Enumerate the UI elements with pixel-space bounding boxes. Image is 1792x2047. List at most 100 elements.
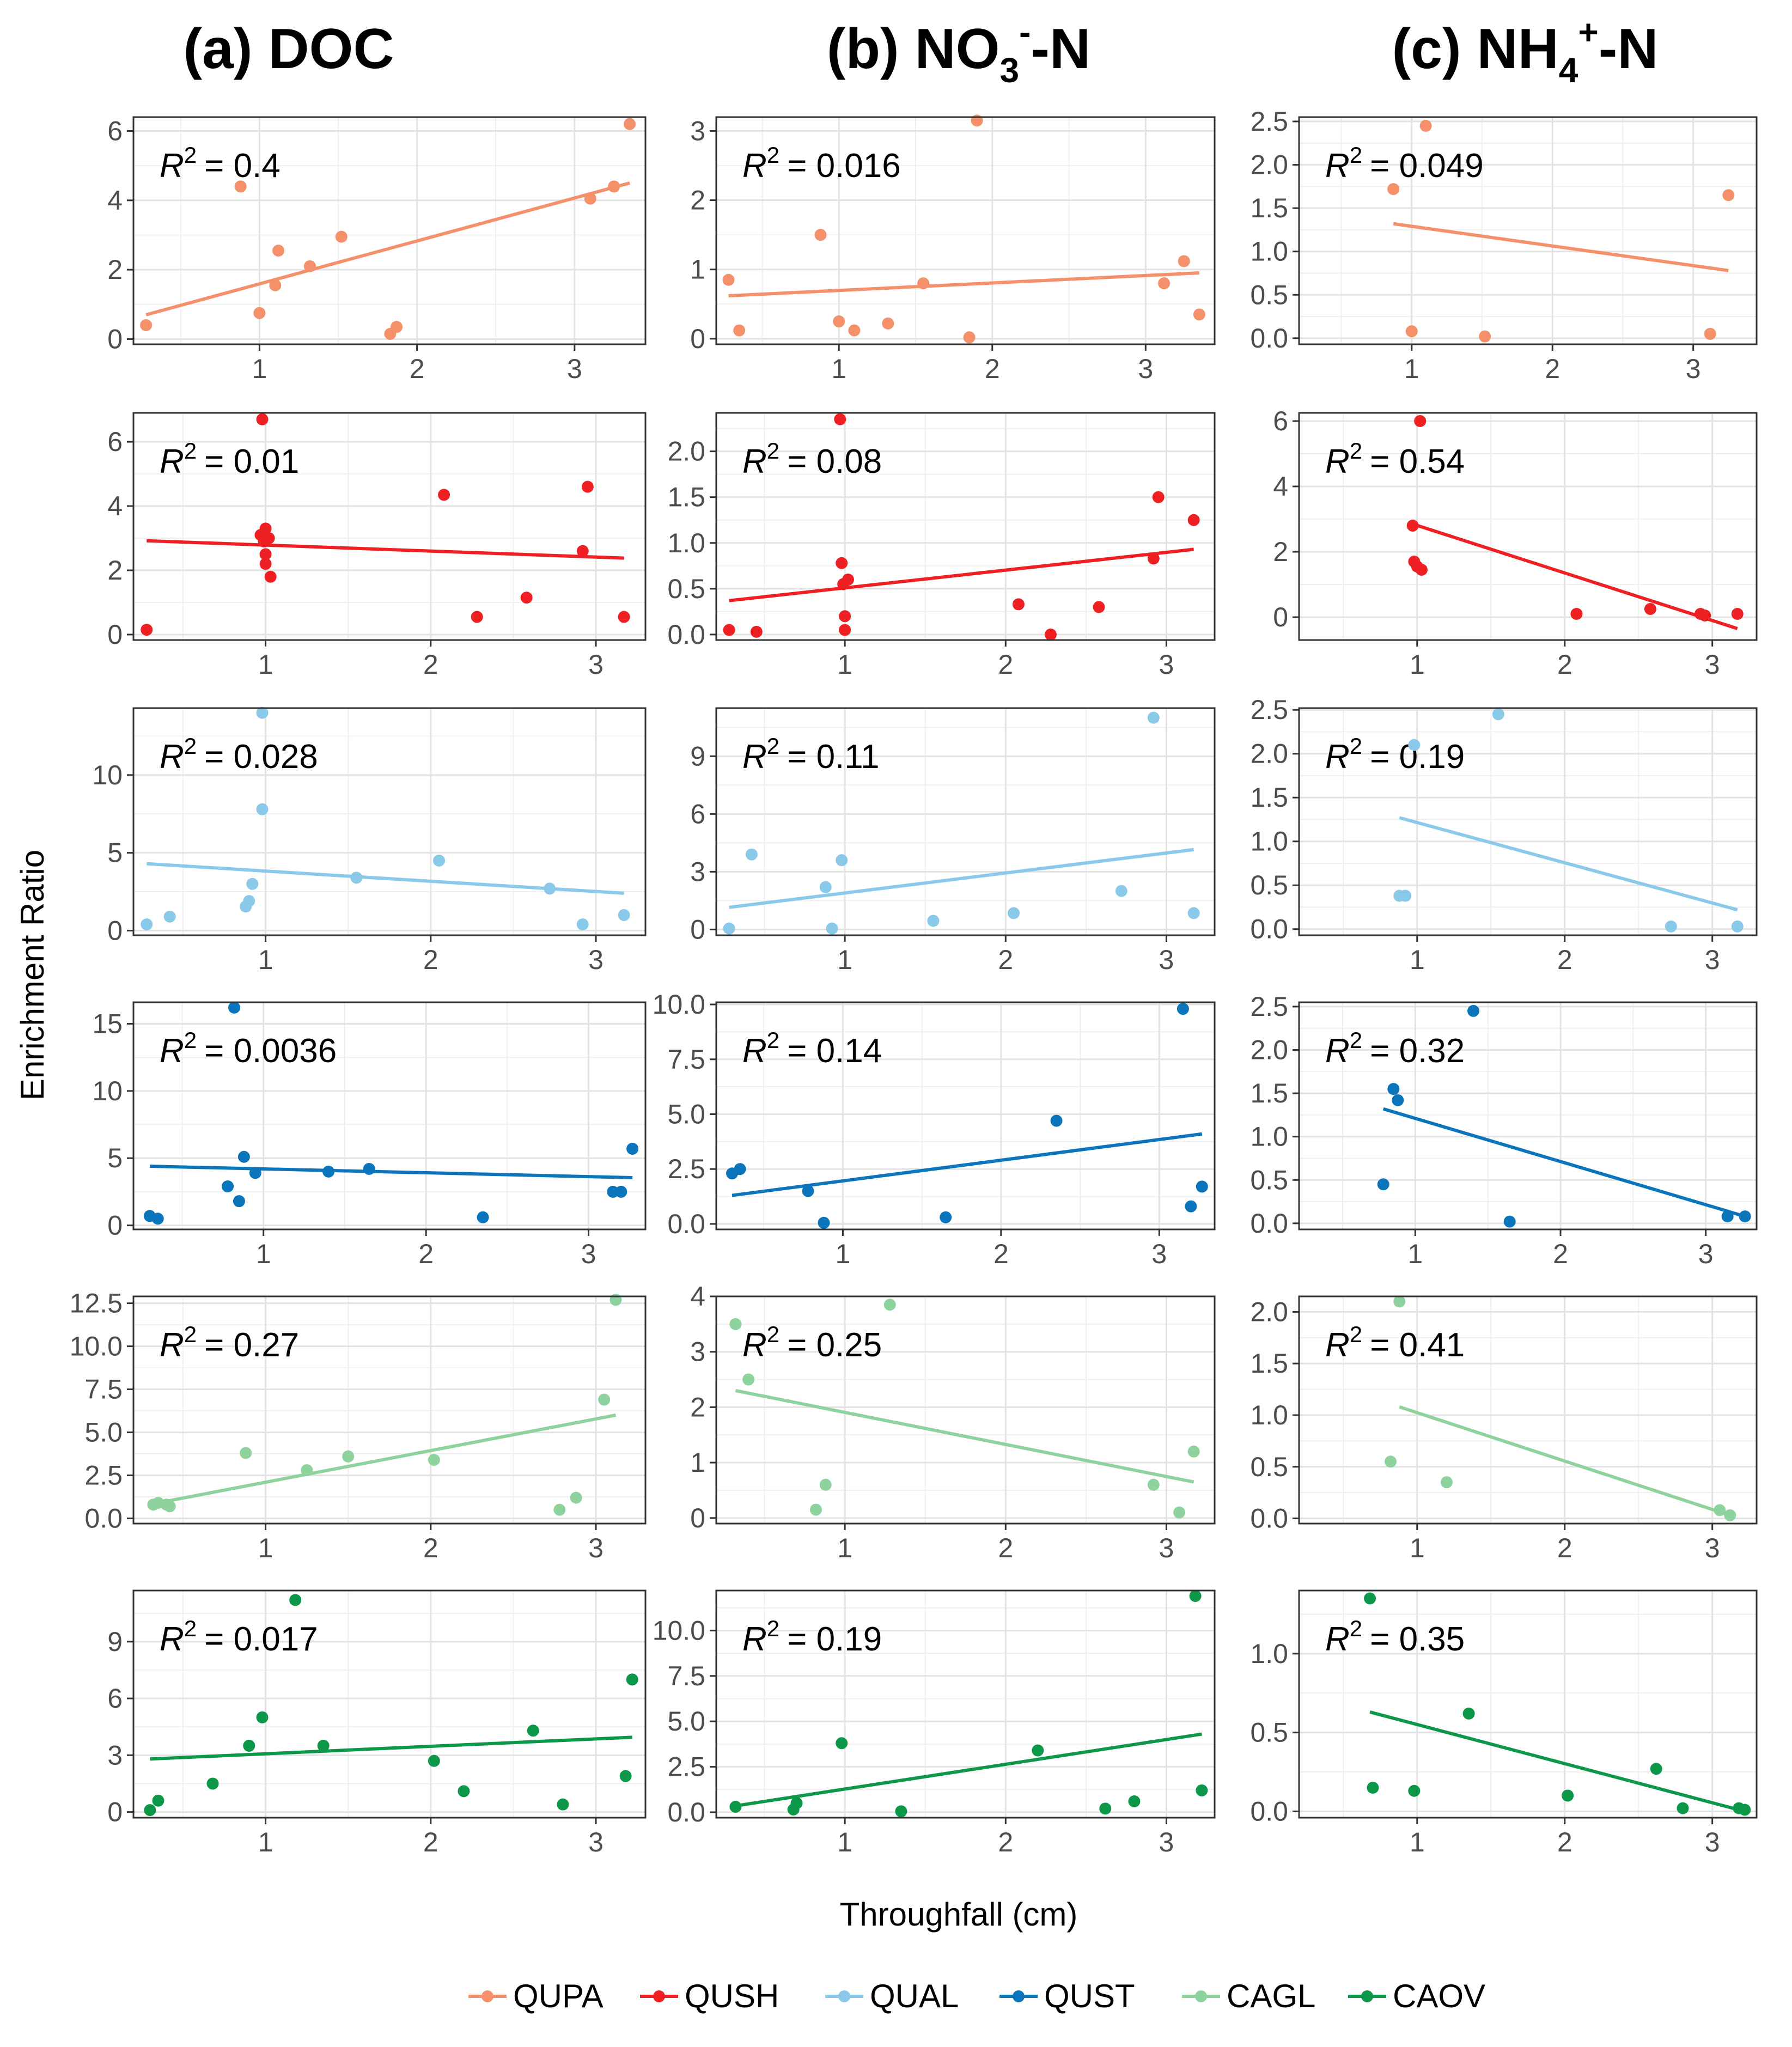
legend-item-qual: QUAL <box>825 1978 959 2014</box>
data-point <box>1405 325 1418 338</box>
data-point <box>544 882 556 895</box>
x-tick-label: 3 <box>567 354 582 384</box>
data-point <box>1008 907 1020 919</box>
y-tick-label: 6 <box>690 799 705 829</box>
panel-background <box>1299 413 1757 640</box>
y-tick-label: 2.0 <box>1250 739 1288 769</box>
y-tick-label: 5.0 <box>667 1706 705 1737</box>
x-tick-label: 1 <box>837 649 852 680</box>
regression-line <box>1412 522 1738 630</box>
data-point <box>836 854 848 867</box>
r-squared-label: R2 = 0.01 <box>160 438 299 480</box>
x-tick-label: 3 <box>1151 1239 1167 1269</box>
y-tick-label: 1.5 <box>1250 193 1288 223</box>
panel-caov-no3-n: 1 2 3 0.0 2.5 5.0 7.5 10.0 R2 = 0.19 <box>653 1589 1216 1857</box>
data-point <box>428 1454 440 1466</box>
y-tick-label: 9 <box>690 741 705 771</box>
panel-caov-doc: 1 2 3 0 3 6 9 R2 = 0.017 <box>107 1589 647 1857</box>
data-point <box>1665 920 1677 933</box>
y-tick-label: 0.0 <box>667 1797 705 1827</box>
x-tick-label: 2 <box>998 1533 1013 1563</box>
y-tick-label: 1.0 <box>1250 1122 1288 1152</box>
data-point <box>626 1142 639 1155</box>
data-point <box>141 918 153 931</box>
data-point <box>722 273 735 286</box>
regression-line <box>145 181 630 316</box>
data-point <box>1385 1455 1397 1468</box>
data-point <box>584 192 596 205</box>
data-point <box>1173 1506 1186 1519</box>
data-point <box>428 1754 440 1767</box>
regression-line <box>149 1165 633 1180</box>
data-point <box>729 1800 742 1813</box>
data-point <box>1377 1178 1389 1191</box>
panel-qust-doc: 1 2 3 0 5 10 15 R2 = 0.0036 <box>92 1001 647 1269</box>
data-point <box>1196 1784 1208 1796</box>
x-tick-label: 3 <box>1698 1239 1714 1269</box>
x-tick-label: 1 <box>252 354 267 384</box>
column-title-nh4: (c) NH4+-N <box>1392 13 1659 90</box>
data-point <box>1650 1763 1662 1775</box>
legend: QUPA QUSH QUAL QUST CAGL CAOV <box>468 1978 1485 2014</box>
data-point <box>1152 491 1165 503</box>
panel-background <box>716 1296 1215 1524</box>
data-point <box>259 522 272 535</box>
panel-border <box>1298 412 1758 641</box>
data-point <box>1387 1083 1400 1095</box>
data-point <box>363 1162 375 1175</box>
data-point <box>819 881 832 893</box>
y-tick-label: 0.0 <box>1250 323 1288 354</box>
data-point <box>1187 907 1200 919</box>
r-squared-label: R2 = 0.27 <box>160 1321 299 1364</box>
y-tick-label: 10.0 <box>70 1331 123 1362</box>
legend-label: QUST <box>1044 1978 1135 2014</box>
y-tick-label: 0.0 <box>1250 1208 1288 1239</box>
x-tick-label: 1 <box>1410 945 1425 975</box>
y-tick-label: 4 <box>107 185 123 216</box>
y-tick-label: 1 <box>690 1447 705 1478</box>
y-tick-label: 5.0 <box>84 1417 123 1448</box>
data-point <box>350 872 363 884</box>
data-point <box>253 307 266 319</box>
regression-line <box>147 539 624 560</box>
panel-cagl-no3-n: 1 2 3 0 1 2 3 4 R2 = 0.25 <box>690 1281 1216 1563</box>
data-point <box>742 1373 755 1386</box>
x-tick-label: 1 <box>258 945 273 975</box>
x-tick-label: 3 <box>588 945 604 975</box>
data-point <box>1193 308 1205 321</box>
x-tick-label: 1 <box>1410 1827 1425 1857</box>
y-tick-label: 0.5 <box>1250 1452 1288 1482</box>
data-point <box>576 545 589 557</box>
y-tick-label: 2.5 <box>1250 991 1288 1022</box>
data-point <box>615 1185 627 1198</box>
legend-key-point <box>1195 1990 1207 2002</box>
data-point <box>1644 603 1656 615</box>
x-tick-label: 2 <box>1557 945 1572 975</box>
panel-background <box>1299 1296 1757 1524</box>
y-tick-label: 3 <box>690 856 705 887</box>
y-tick-label: 5 <box>107 1143 123 1173</box>
legend-key-point <box>1361 1990 1373 2002</box>
panel-border <box>132 707 647 936</box>
data-point <box>163 910 176 923</box>
y-tick-label: 1.5 <box>1250 782 1288 813</box>
y-tick-label: 15 <box>92 1008 123 1039</box>
y-tick-label: 3 <box>690 115 705 146</box>
data-point <box>322 1165 335 1178</box>
x-tick-label: 2 <box>1557 649 1572 680</box>
panel-border <box>715 1589 1216 1819</box>
regression-line <box>1393 222 1729 272</box>
r-squared-label: R2 = 0.08 <box>742 438 882 480</box>
y-tick-label: 0.0 <box>667 619 705 650</box>
x-tick-label: 3 <box>1159 945 1174 975</box>
data-point <box>1739 1210 1751 1223</box>
data-point <box>317 1739 330 1752</box>
x-tick-label: 3 <box>588 649 604 680</box>
data-point <box>256 413 269 425</box>
panel-cagl-nh4-n: 1 2 3 0.0 0.5 1.0 1.5 2.0 R2 = 0.41 <box>1250 1295 1758 1563</box>
data-point <box>883 1299 896 1311</box>
data-point <box>432 854 445 867</box>
regression-line <box>735 1388 1194 1484</box>
regression-line <box>729 547 1194 602</box>
